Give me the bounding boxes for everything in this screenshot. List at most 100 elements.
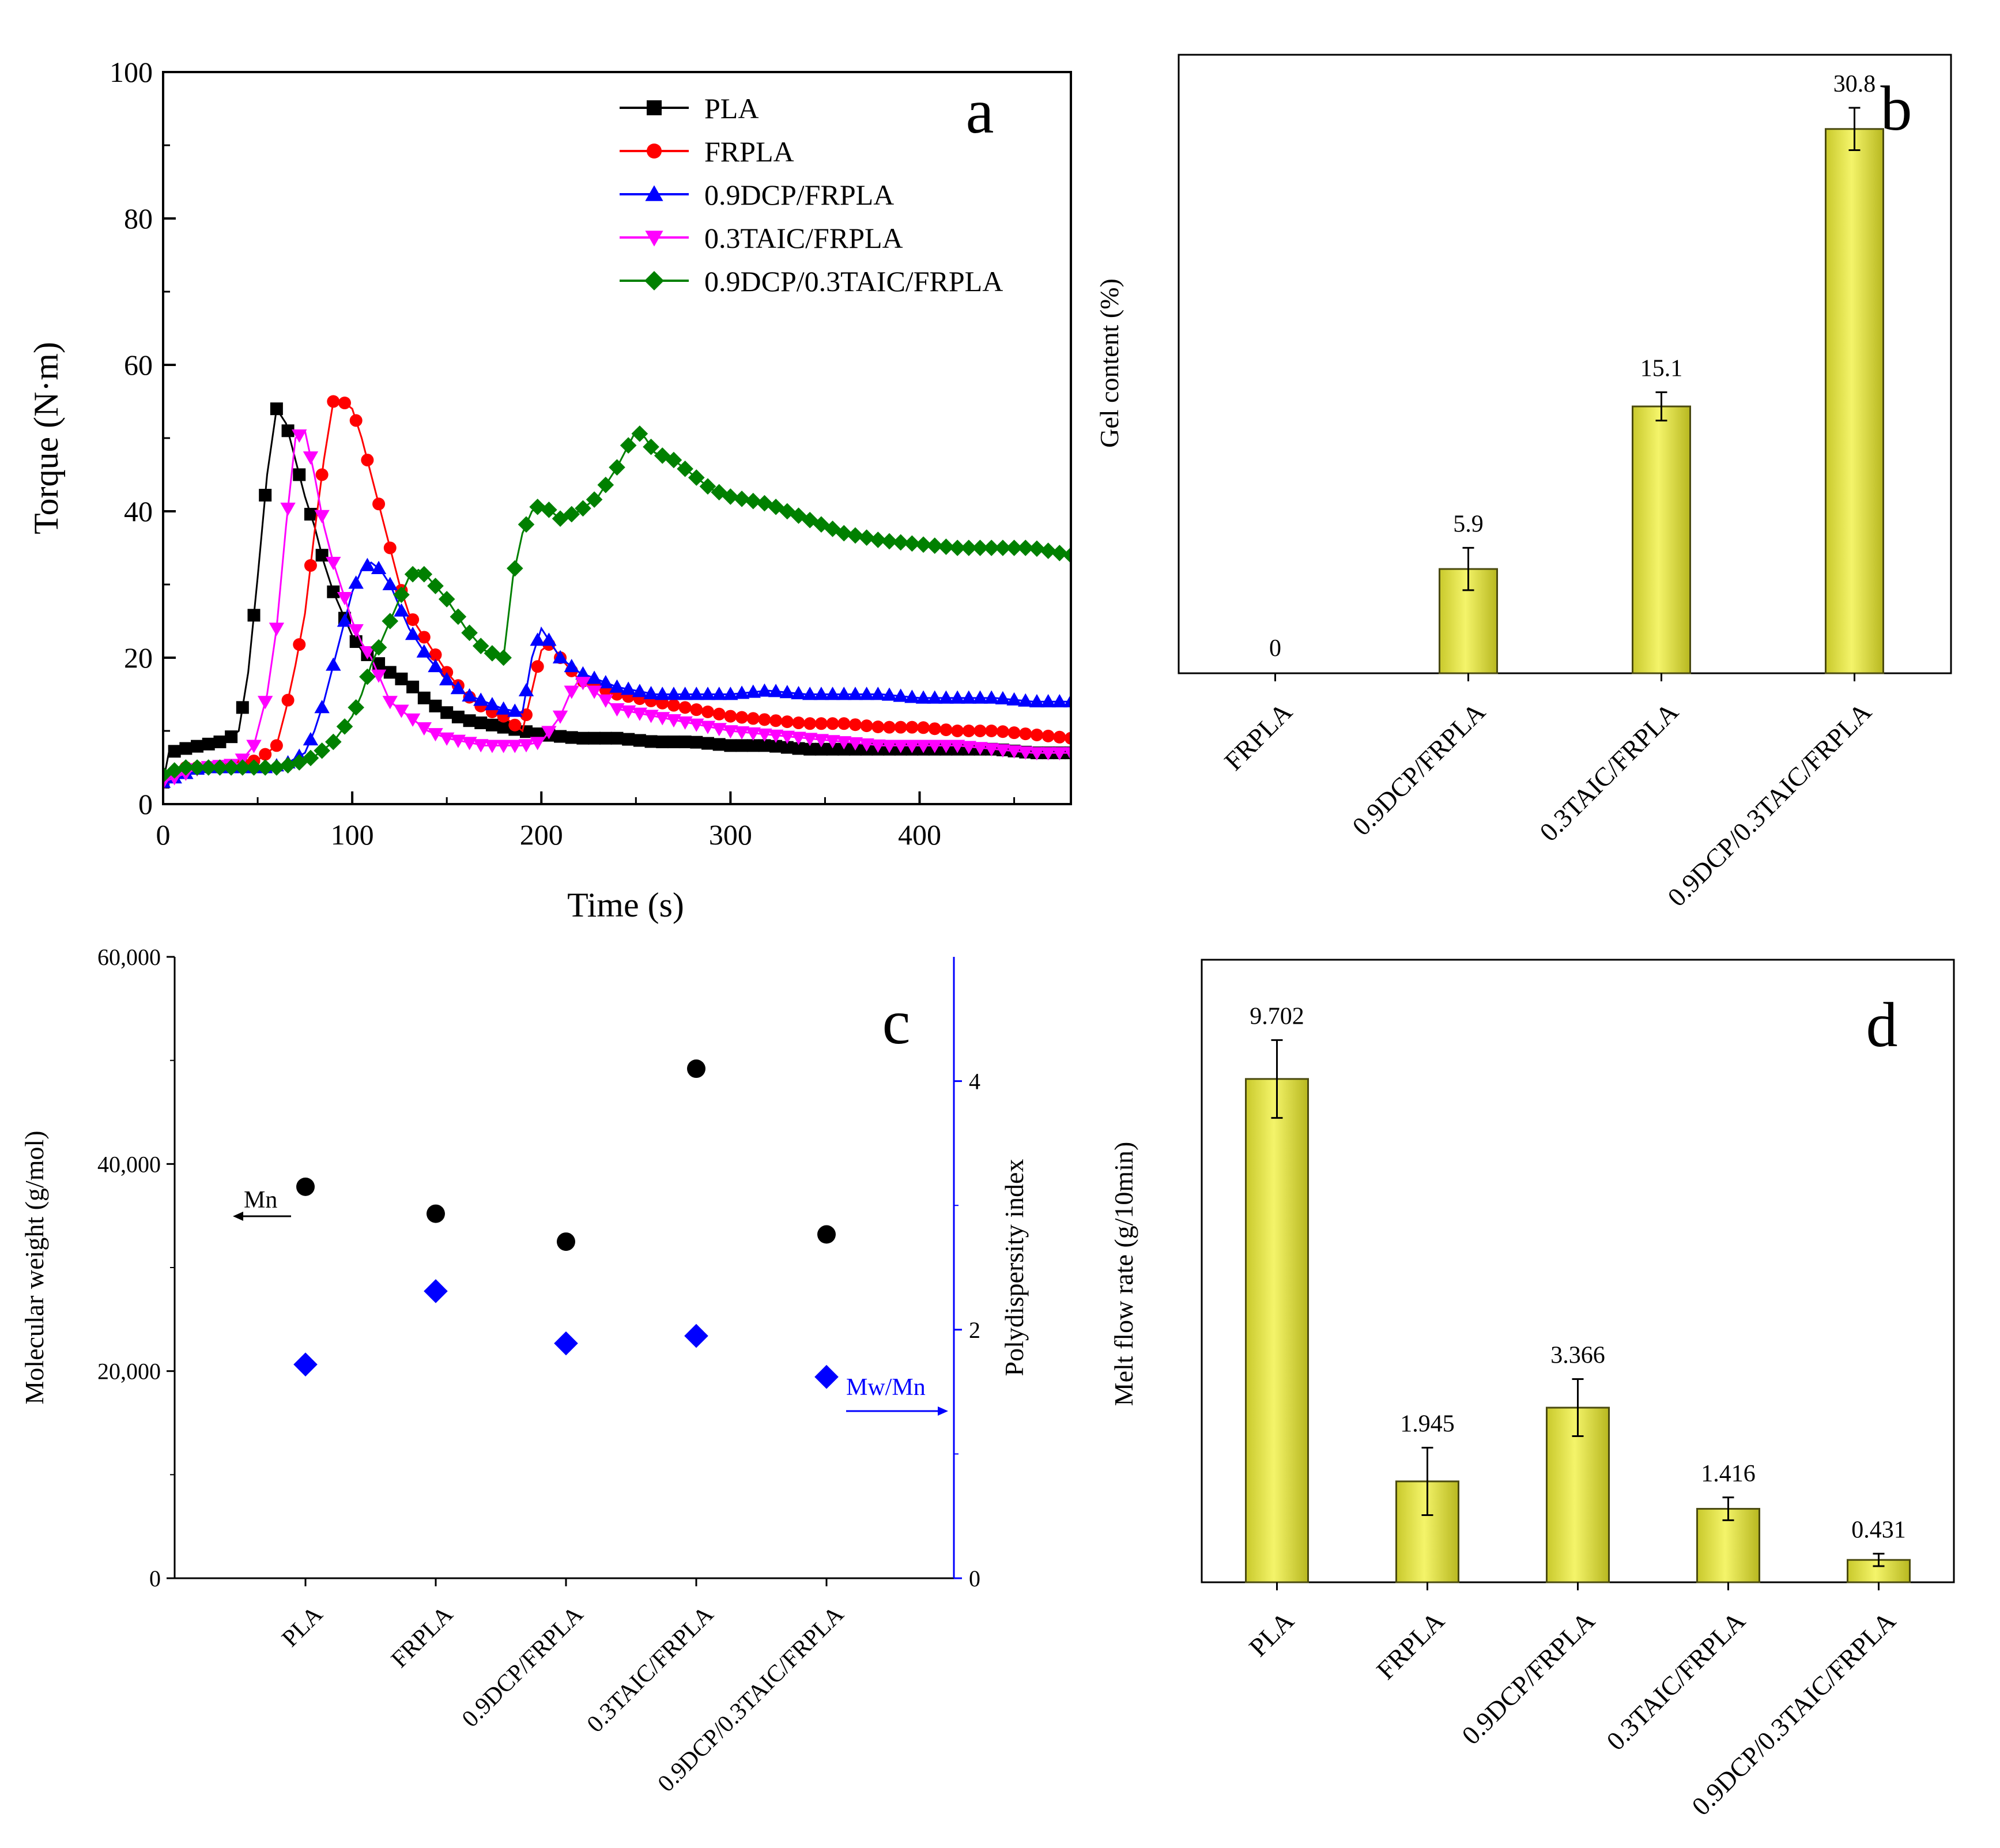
data-point-0-9dcp-frpla <box>689 687 704 700</box>
y-axis-label-b: Gel content (%) <box>1095 278 1124 448</box>
data-point-0-9dcp-0-3taic-frpla <box>212 759 228 776</box>
data-point-pla <box>270 402 283 416</box>
data-point-0-3taic-frpla <box>779 730 795 744</box>
legend-label-0-9dcp-0-3taic-frpla: 0.9DCP/0.3TAIC/FRPLA <box>704 265 1003 297</box>
data-point-frpla <box>883 721 896 734</box>
data-point-0-9dcp-frpla <box>700 687 716 700</box>
data-point-0-3taic-frpla <box>462 737 477 750</box>
y-tick-label-a: 20 <box>124 642 153 674</box>
data-point-0-3taic-frpla <box>791 731 806 745</box>
y-tick-label-a: 60 <box>124 349 153 381</box>
data-point-0-9dcp-frpla <box>371 560 387 574</box>
data-point-0-9dcp-frpla <box>439 672 455 685</box>
data-point-0-9dcp-0-3taic-frpla <box>541 501 557 518</box>
data-point-pla <box>622 733 635 746</box>
data-point-0-9dcp-0-3taic-frpla <box>915 536 932 553</box>
data-point-0-9dcp-0-3taic-frpla <box>256 759 274 776</box>
data-point-pla <box>746 739 760 752</box>
category-label-0-9dcp-frpla: 0.9DCP/FRPLA <box>1456 1606 1600 1750</box>
data-point-0-3taic-frpla <box>530 737 545 750</box>
data-point-0-3taic-frpla <box>303 451 319 465</box>
data-point-0-3taic-frpla <box>972 742 988 756</box>
data-point-0-3taic-frpla <box>745 727 761 741</box>
data-point-frpla <box>712 707 726 721</box>
data-point-0-9dcp-0-3taic-frpla <box>733 491 750 507</box>
data-point-0-9dcp-frpla <box>961 690 977 704</box>
legend-marker-pla <box>647 100 662 115</box>
data-point-mn <box>427 1204 445 1223</box>
data-point-pla <box>168 745 181 758</box>
data-point-frpla <box>520 708 533 722</box>
data-point-0-9dcp-0-3taic-frpla <box>302 749 319 767</box>
data-point-pla <box>565 731 578 744</box>
data-point-0-3taic-frpla <box>450 734 466 748</box>
legend-label-pla: PLA <box>704 92 759 125</box>
data-point-frpla <box>531 660 544 673</box>
data-point-0-3taic-frpla <box>1040 747 1056 761</box>
data-point-0-9dcp-0-3taic-frpla <box>518 516 535 533</box>
data-point-pla <box>179 742 193 755</box>
data-point-0-9dcp-frpla <box>1063 694 1071 708</box>
data-point-pla <box>440 706 454 719</box>
data-point-0-3taic-frpla <box>904 740 920 753</box>
data-point-pla <box>610 731 624 745</box>
data-point-frpla <box>304 559 317 572</box>
data-point-0-9dcp-0-3taic-frpla <box>450 608 467 625</box>
data-point-0-9dcp-frpla <box>632 684 648 697</box>
data-point-0-3taic-frpla <box>757 728 772 742</box>
data-point-frpla <box>417 631 431 644</box>
data-point-0-3taic-frpla <box>949 740 965 753</box>
data-point-0-9dcp-0-3taic-frpla <box>234 759 251 776</box>
bar-pla <box>1245 1078 1309 1583</box>
data-point-0-9dcp-0-3taic-frpla <box>835 525 852 542</box>
legend-marker-0-9dcp-frpla <box>645 185 663 201</box>
data-point-0-3taic-frpla <box>802 733 818 746</box>
data-point-0-9dcp-0-3taic-frpla <box>416 565 433 583</box>
plot-frame-b <box>1178 54 1952 674</box>
data-point-frpla <box>315 468 329 481</box>
data-point-0-3taic-frpla <box>666 714 682 728</box>
data-point-frpla <box>338 397 351 410</box>
data-point-pla <box>225 730 238 744</box>
data-label-frpla: 1.945 <box>1400 1410 1455 1437</box>
data-point-pla <box>395 672 408 685</box>
data-point-0-9dcp-frpla <box>927 690 942 704</box>
data-point-0-9dcp-frpla <box>791 686 806 700</box>
category-label-frpla: FRPLA <box>386 1601 458 1673</box>
data-point-0-9dcp-frpla <box>643 686 659 700</box>
data-point-pla <box>417 691 431 704</box>
data-point-0-9dcp-frpla <box>711 687 727 700</box>
legend-label-0-9dcp-frpla: 0.9DCP/FRPLA <box>704 179 894 211</box>
bar-0-9dcp-0-3taic-frpla <box>1825 128 1884 674</box>
data-point-pla <box>701 737 714 750</box>
data-point-frpla <box>724 710 737 723</box>
data-point-0-3taic-frpla <box>847 737 863 751</box>
data-point-0-9dcp-0-3taic-frpla <box>1017 540 1034 556</box>
panel-d: 9.702 PLA 1.945 FRPLA 3.366 0.9DCP/FRPLA 1.416… <box>1109 959 1955 1821</box>
data-point-0-9dcp-0-3taic-frpla <box>461 624 478 642</box>
data-point-0-3taic-frpla <box>428 728 443 742</box>
data-point-frpla <box>508 718 522 731</box>
data-point-0-3taic-frpla <box>507 740 523 753</box>
data-point-mn <box>557 1232 575 1251</box>
data-point-0-9dcp-frpla <box>779 685 795 699</box>
data-point-mw-mn <box>293 1352 318 1376</box>
data-point-0-9dcp-0-3taic-frpla <box>665 451 682 469</box>
data-point-0-3taic-frpla <box>246 740 262 753</box>
data-point-0-3taic-frpla <box>723 725 738 739</box>
y2-axis-label-c: Polydispersity index <box>999 1159 1029 1376</box>
y-tick-label-c: 20,000 <box>97 1359 161 1385</box>
data-point-0-9dcp-frpla <box>859 687 874 700</box>
data-point-0-9dcp-frpla <box>462 688 477 702</box>
category-label-frpla: FRPLA <box>1218 697 1297 776</box>
data-point-0-9dcp-0-3taic-frpla <box>620 437 637 454</box>
data-point-pla <box>191 740 204 753</box>
data-point-frpla <box>1041 729 1055 742</box>
data-point-0-9dcp-frpla <box>496 701 511 715</box>
data-point-0-9dcp-0-3taic-frpla <box>858 529 875 546</box>
data-point-0-9dcp-0-3taic-frpla <box>597 476 614 493</box>
data-point-0-9dcp-0-3taic-frpla <box>1028 540 1046 557</box>
data-point-0-3taic-frpla <box>1029 747 1045 761</box>
data-point-pla <box>588 731 601 745</box>
data-point-0-9dcp-0-3taic-frpla <box>688 469 705 486</box>
